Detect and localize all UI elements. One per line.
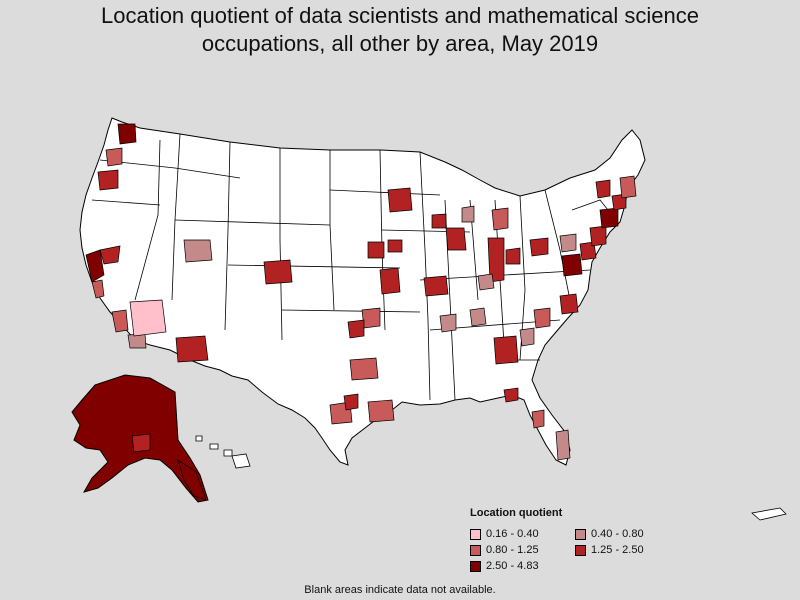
legend-swatch	[575, 528, 586, 540]
metro-phoenix	[175, 335, 209, 363]
metro-sf	[85, 249, 105, 283]
metro-cleveland	[529, 237, 549, 257]
metro-sanantonio	[343, 393, 359, 411]
metro-madison	[461, 205, 475, 223]
legend-label: 0.80 - 1.25	[486, 544, 539, 556]
metro-stlouis	[423, 275, 449, 297]
metro-dc	[561, 253, 583, 277]
metro-nashville	[469, 307, 487, 327]
puerto-rico	[751, 507, 787, 521]
metro-tulsa	[347, 319, 365, 339]
alaska-anchorage	[131, 433, 151, 453]
legend-swatch	[470, 560, 481, 572]
legend-title: Location quotient	[470, 507, 563, 519]
metro-olympia	[105, 147, 123, 167]
metro-tampa	[531, 409, 545, 429]
metro-oklahomacity	[361, 307, 381, 329]
metro-portland	[97, 169, 119, 191]
metro-boston	[619, 175, 637, 199]
metro-richmond	[559, 293, 579, 315]
metro-areas	[85, 123, 637, 461]
legend-item: 1.25 - 2.50	[575, 543, 680, 557]
alaska-southeast	[177, 459, 207, 501]
metro-baltimore	[579, 241, 597, 261]
metro-louisville	[477, 273, 495, 291]
legend-swatch	[470, 528, 481, 540]
metro-denver	[263, 259, 293, 285]
metro-nyc	[599, 207, 619, 229]
legend-label: 0.40 - 0.80	[591, 528, 644, 540]
metro-sandiego	[127, 333, 147, 349]
metro-milwaukee	[431, 213, 447, 229]
metro-pittsburgh	[559, 233, 577, 253]
legend-swatch	[575, 544, 586, 556]
metro-desmoines	[387, 239, 403, 253]
metro-detroit	[491, 207, 509, 231]
metro-charlotte	[519, 327, 535, 347]
metro-columbus	[505, 247, 521, 265]
metro-albany	[595, 179, 611, 199]
legend-label: 2.50 - 4.83	[486, 560, 539, 572]
map-title: Location quotient of data scientists and…	[0, 2, 800, 58]
hawaii	[195, 435, 251, 469]
legend-item: 2.50 - 4.83	[470, 559, 575, 573]
legend-grid: 0.16 - 0.40 0.40 - 0.80 0.80 - 1.25 1.25…	[470, 527, 680, 573]
legend-label: 1.25 - 2.50	[591, 544, 644, 556]
metro-saltlake	[183, 239, 213, 263]
metro-philadelphia	[589, 225, 607, 247]
metro-atlanta	[493, 335, 519, 365]
metro-jacksonville	[503, 387, 519, 403]
metro-raleigh	[533, 307, 551, 329]
metro-houston	[367, 399, 395, 423]
footnote: Blank areas indicate data not available.	[304, 584, 496, 596]
title-line-1: Location quotient of data scientists and…	[100, 3, 700, 28]
alaska	[71, 374, 209, 503]
metro-minneapolis	[387, 187, 413, 213]
legend-swatch	[470, 544, 481, 556]
metro-omaha	[367, 241, 385, 259]
metro-sanjose	[91, 279, 105, 299]
legend-item: 0.40 - 0.80	[575, 527, 680, 541]
metro-dallas	[349, 357, 379, 381]
metro-miami	[555, 429, 571, 461]
legend: Location quotient 0.16 - 0.40 0.40 - 0.8…	[470, 507, 680, 573]
title-line-2: occupations, all other by area, May 2019	[201, 31, 599, 56]
legend-label: 0.16 - 0.40	[486, 528, 539, 540]
metro-riverside	[129, 299, 167, 337]
metro-memphis	[439, 313, 457, 333]
lower48-outline	[79, 117, 646, 466]
metro-kansascity	[379, 267, 401, 295]
metro-sacramento	[99, 245, 121, 265]
metro-la	[111, 309, 129, 333]
legend-item: 0.80 - 1.25	[470, 543, 575, 557]
legend-item: 0.16 - 0.40	[470, 527, 575, 541]
metro-chicago	[445, 227, 467, 251]
metro-seattle	[117, 123, 137, 145]
metro-indianapolis	[487, 237, 505, 283]
